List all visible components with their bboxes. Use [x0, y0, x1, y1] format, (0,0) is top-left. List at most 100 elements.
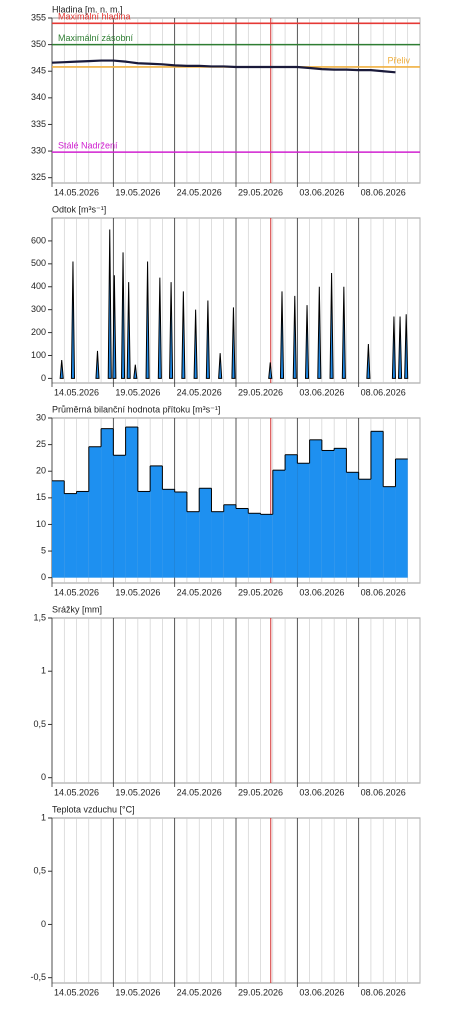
y-tick-label: 345 — [31, 66, 46, 76]
bar — [395, 458, 408, 578]
x-tick-label: 03.06.2026 — [299, 787, 344, 797]
x-tick-label: 08.06.2026 — [361, 587, 406, 597]
x-tick-label: 03.06.2026 — [299, 987, 344, 997]
bar — [211, 511, 224, 578]
x-tick-label: 08.06.2026 — [361, 987, 406, 997]
discharge-spike — [404, 314, 409, 379]
bar — [223, 504, 236, 578]
discharge-spike — [205, 300, 210, 379]
y-tick-label: 0,5 — [33, 719, 46, 729]
y-tick-label: 335 — [31, 119, 46, 129]
y-tick-label: 325 — [31, 172, 46, 182]
y-tick-label: 15 — [36, 492, 46, 502]
x-tick-label: 03.06.2026 — [299, 587, 344, 597]
panel-title: Průměrná bilanční hodnota přítoku [m³s⁻¹… — [52, 404, 220, 414]
x-tick-label: 24.05.2026 — [177, 987, 222, 997]
discharge-spike — [70, 261, 75, 379]
x-tick-label: 29.05.2026 — [238, 987, 283, 997]
x-tick-label: 24.05.2026 — [177, 387, 222, 397]
x-tick-label: 24.05.2026 — [177, 787, 222, 797]
discharge-spike — [398, 316, 403, 379]
y-tick-label: 400 — [31, 281, 46, 291]
panel: Hladina [m. n. m.] 325 330 335 340 345 350 355 1… — [31, 4, 421, 197]
y-tick-label: 0 — [41, 919, 46, 929]
threshold-label: Maximální zásobní — [58, 33, 134, 43]
discharge-spike — [231, 307, 236, 379]
bar — [321, 450, 335, 578]
y-tick-label: 0,5 — [33, 866, 46, 876]
bar — [186, 511, 200, 578]
x-tick-label: 29.05.2026 — [238, 587, 283, 597]
bar — [150, 465, 163, 578]
bar — [101, 428, 114, 578]
discharge-spike — [193, 309, 198, 379]
x-tick-label: 24.05.2026 — [177, 587, 222, 597]
y-tick-label: 0 — [41, 772, 46, 782]
y-tick-label: 340 — [31, 92, 46, 102]
x-tick-label: 29.05.2026 — [238, 187, 283, 197]
threshold-label: Stálé Nadržení — [58, 141, 118, 151]
bar — [88, 446, 102, 578]
x-tick-label: 03.06.2026 — [299, 387, 344, 397]
bar — [285, 454, 298, 578]
bar — [64, 493, 77, 578]
y-tick-label: 0 — [41, 373, 46, 383]
x-tick-label: 14.05.2026 — [54, 587, 99, 597]
discharge-spike — [329, 272, 334, 379]
x-tick-label: 08.06.2026 — [361, 787, 406, 797]
y-tick-label: 355 — [31, 12, 46, 22]
x-tick-label: 24.05.2026 — [177, 187, 222, 197]
bar — [260, 514, 273, 578]
y-tick-label: -0,5 — [30, 972, 46, 982]
threshold-label: Přeliv — [387, 55, 410, 65]
discharge-spike — [341, 286, 346, 379]
discharge-spike — [279, 291, 285, 379]
x-tick-label: 08.06.2026 — [361, 387, 406, 397]
panel: Teplota vzduchu [°C] -0,5 0 0,5 1 14.05.2026 1… — [30, 804, 421, 997]
discharge-spike — [218, 353, 223, 379]
level-line — [51, 59, 396, 74]
discharge-spike — [292, 295, 297, 379]
discharge-spike — [145, 261, 150, 379]
x-tick-label: 14.05.2026 — [54, 387, 99, 397]
y-tick-label: 330 — [31, 145, 46, 155]
x-tick-label: 14.05.2026 — [54, 787, 99, 797]
discharge-spike — [95, 350, 100, 379]
x-tick-label: 19.05.2026 — [115, 987, 160, 997]
panel-title: Odtok [m³s⁻¹] — [52, 204, 106, 214]
panel-title: Hladina [m. n. m.] — [52, 4, 123, 14]
bar — [248, 513, 261, 578]
panel-title: Srážky [mm] — [52, 604, 102, 614]
bar — [113, 455, 126, 578]
bar — [370, 431, 384, 578]
bar — [137, 491, 151, 578]
discharge-spike — [181, 291, 186, 379]
x-tick-label: 19.05.2026 — [115, 387, 160, 397]
y-tick-label: 5 — [41, 545, 46, 555]
discharge-spike — [126, 282, 131, 379]
discharge-spike — [157, 277, 162, 379]
panel: Průměrná bilanční hodnota přítoku [m³s⁻¹… — [36, 404, 421, 597]
x-tick-label: 19.05.2026 — [115, 787, 160, 797]
y-tick-label: 30 — [36, 412, 46, 422]
y-tick-label: 1 — [41, 812, 46, 822]
x-tick-label: 19.05.2026 — [115, 587, 160, 597]
bar — [174, 491, 187, 578]
bar — [125, 427, 138, 578]
panel-title: Teplota vzduchu [°C] — [52, 804, 135, 814]
bar — [309, 439, 322, 578]
discharge-spike — [268, 362, 273, 379]
discharge-spike — [169, 282, 174, 379]
discharge-spike — [305, 305, 310, 379]
discharge-spike — [391, 316, 396, 379]
y-tick-label: 300 — [31, 304, 46, 314]
y-tick-label: 100 — [31, 350, 46, 360]
bar — [383, 486, 396, 578]
discharge-spike — [59, 360, 64, 379]
y-tick-label: 500 — [31, 258, 46, 268]
discharge-spike — [366, 344, 371, 379]
y-tick-label: 25 — [36, 439, 46, 449]
y-tick-label: 350 — [31, 39, 46, 49]
x-tick-label: 29.05.2026 — [238, 787, 283, 797]
